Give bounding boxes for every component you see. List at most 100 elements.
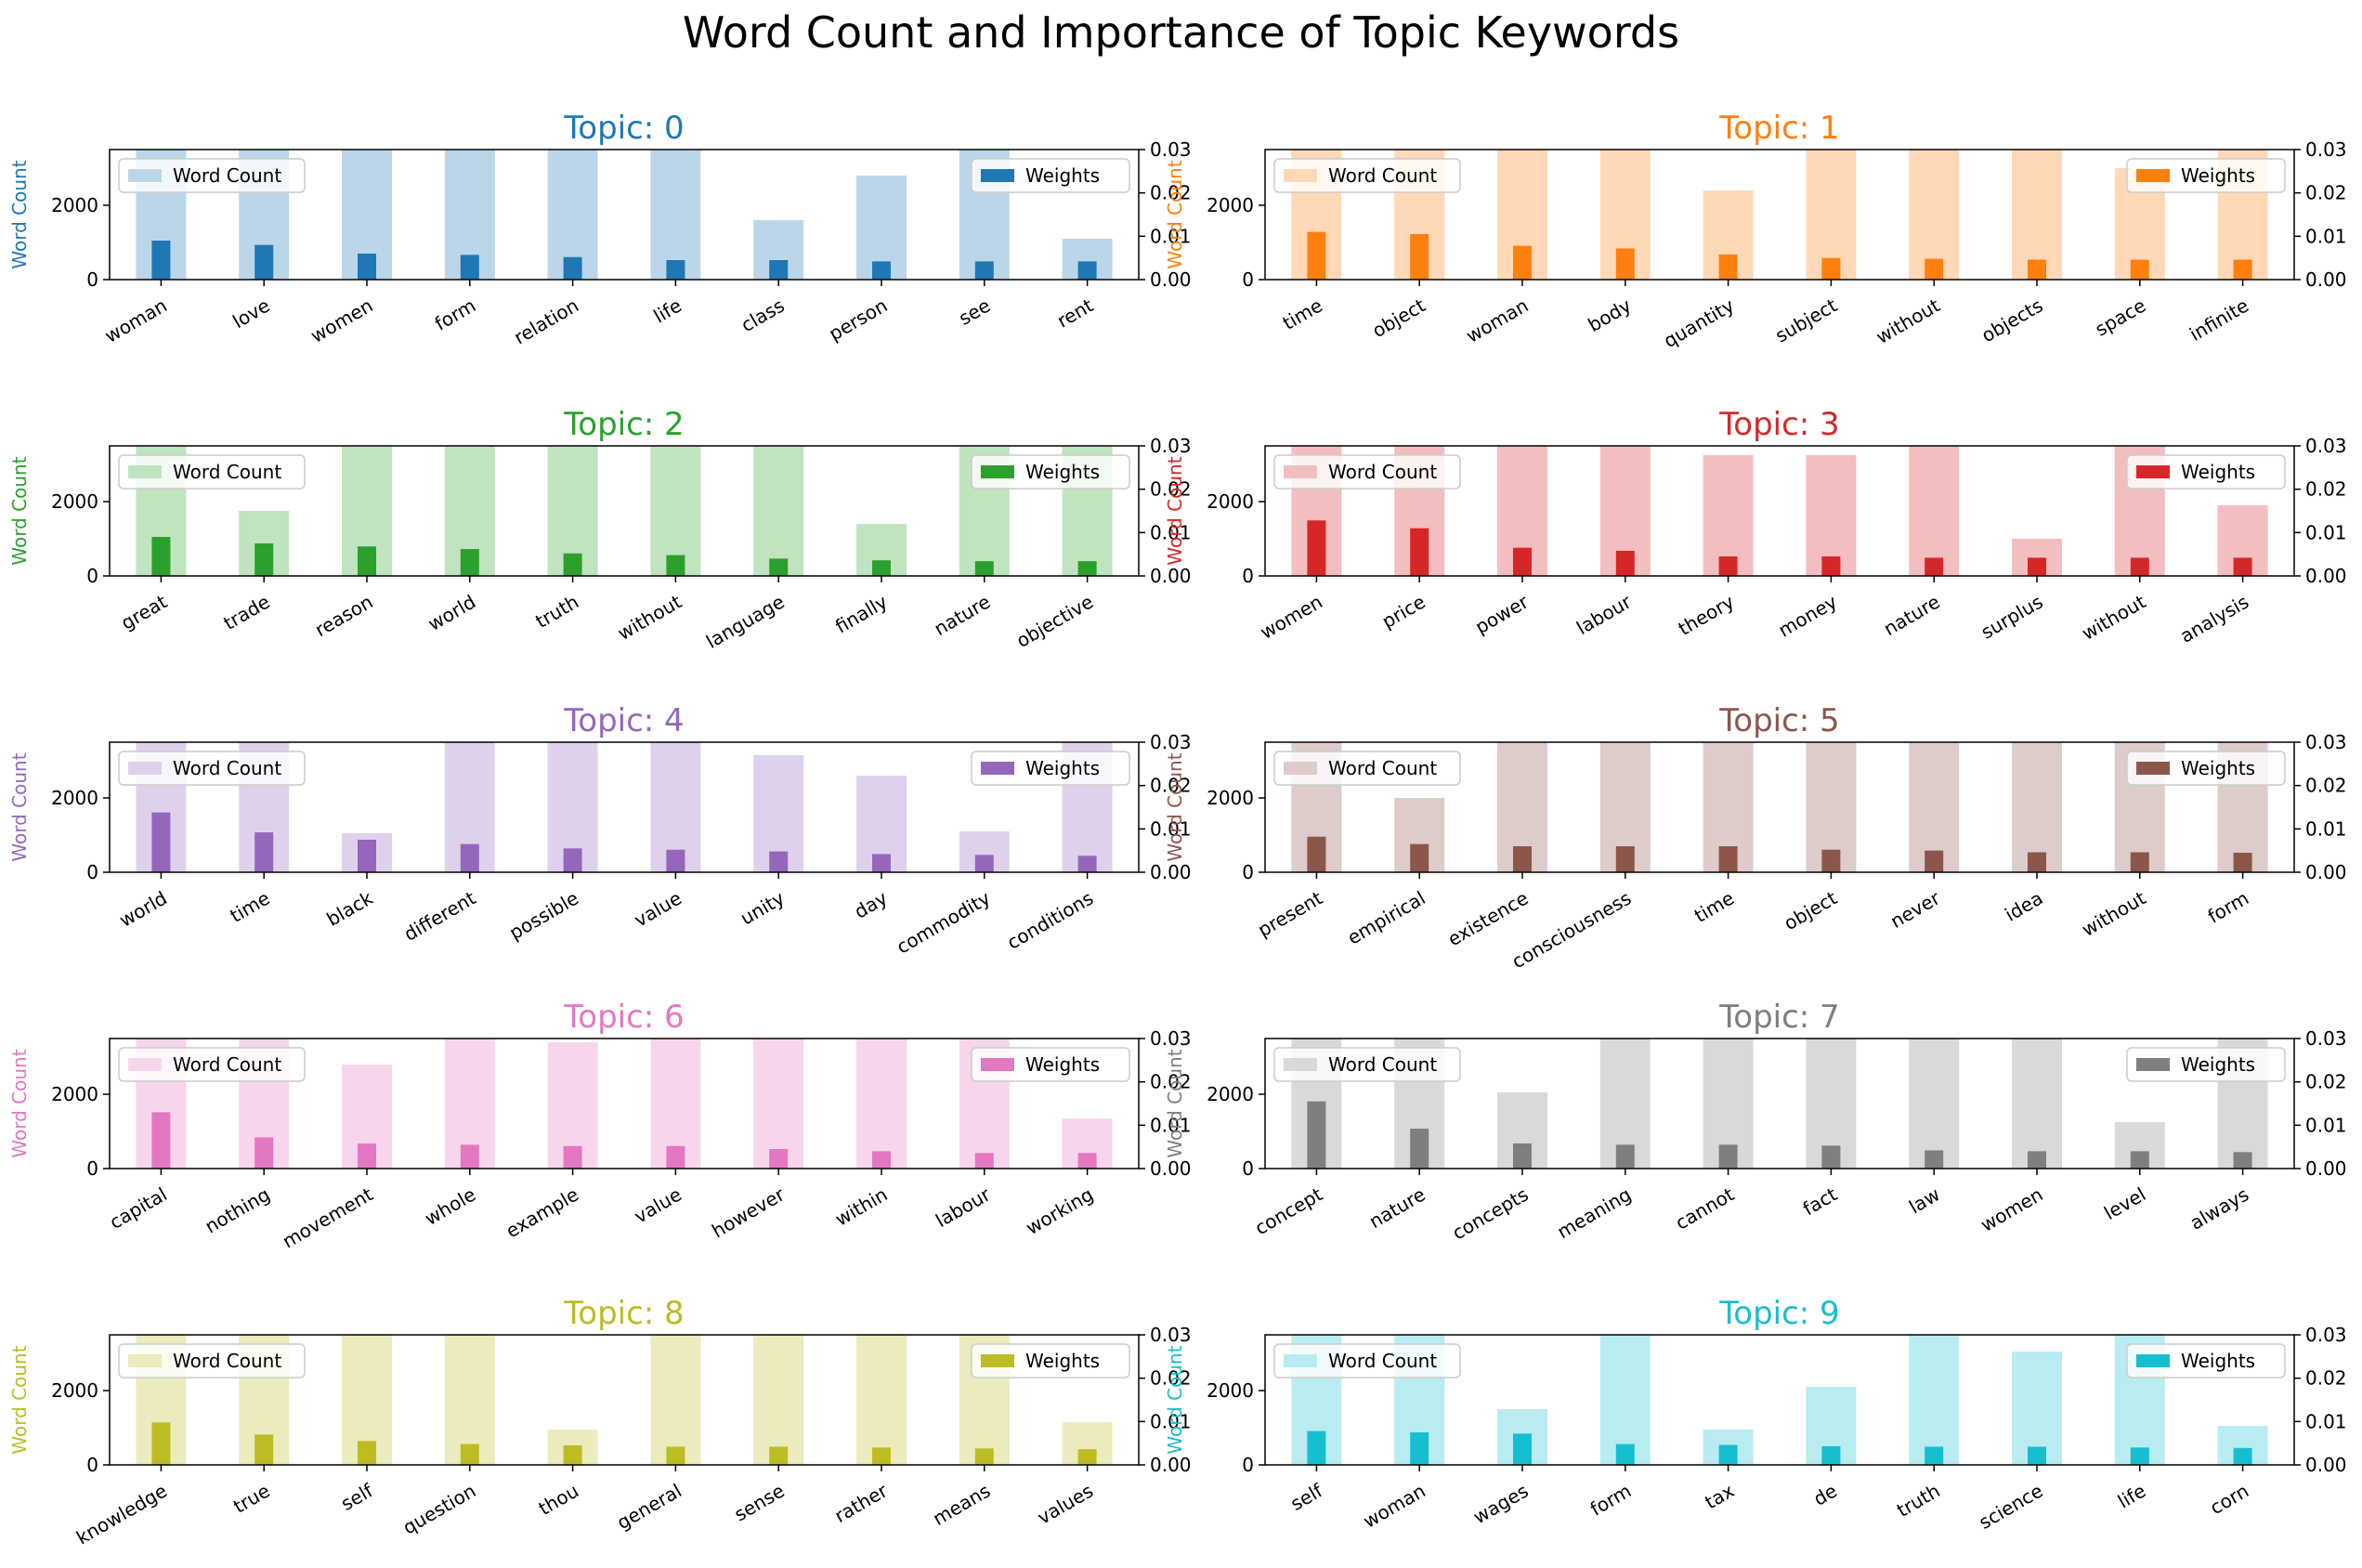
subplot-title: Topic: 0 [563, 110, 684, 147]
weight-bar [563, 1145, 582, 1169]
weight-bar [974, 1153, 994, 1169]
legend-box [118, 454, 306, 490]
weight-bar [769, 260, 789, 280]
y-axis-label: Word Count [8, 160, 31, 268]
x-tick-label: nature [1365, 1183, 1429, 1234]
count-bar [1703, 455, 1754, 576]
weight-bar [151, 537, 171, 576]
weight-bar [666, 555, 685, 576]
x-tick-label: thou [535, 1480, 582, 1521]
y-tick-label-right: 0.02 [2305, 1367, 2347, 1390]
subplot-title: Topic: 8 [563, 1295, 684, 1332]
y-tick-label-left: 2000 [1207, 490, 1254, 513]
y-tick-label-left: 0 [1242, 1157, 1254, 1180]
y-tick-label-right: 0.02 [1150, 1367, 1192, 1390]
weight-bar [563, 256, 582, 280]
x-tick-label: analysis [2176, 591, 2252, 647]
axes-frame [1264, 445, 2295, 577]
subplot-topic-0: Topic: 0 Word Count woman love women form rela… [8, 110, 1192, 348]
legend-box [2126, 1047, 2286, 1082]
weight-bar [1513, 846, 1532, 872]
legend-label: Word Count [1328, 757, 1437, 779]
axes-frame [1264, 741, 2295, 873]
weight-bar [2233, 853, 2252, 872]
x-tick-label: without [614, 590, 685, 644]
x-tick-label: question [398, 1480, 479, 1539]
x-tick-label: form [1586, 1480, 1635, 1521]
x-tick-label: women [1257, 591, 1326, 644]
legend-box [971, 751, 1130, 786]
subplot-topic-9: Topic: 9 Word Count self woman wages form tax d… [1164, 1295, 2347, 1534]
legend-swatch [1284, 169, 1317, 182]
x-tick-label: form [2204, 887, 2252, 928]
legend-box [2126, 158, 2286, 193]
legend-word-count: Word Count [118, 1343, 306, 1379]
subplot-topic-5: Topic: 5 Word Count present empirical existe… [1164, 702, 2347, 973]
x-tick-label: trade [220, 591, 274, 634]
legend-swatch [128, 465, 162, 478]
count-bar [1909, 150, 1960, 280]
weight-bar [460, 1444, 479, 1465]
y-tick-label-left: 2000 [1207, 787, 1254, 809]
weight-bar [1410, 528, 1429, 576]
x-tick-label: reason [311, 591, 377, 642]
weight-bar [151, 1112, 171, 1169]
y-tick-label-right: 0.03 [1150, 1027, 1192, 1050]
y-tick-label-right: 0.02 [1150, 1071, 1192, 1093]
weight-bar [2130, 1151, 2149, 1169]
legend-box [2126, 454, 2286, 490]
y-axis-label: Word Count [8, 1345, 31, 1454]
count-bar [753, 1335, 804, 1465]
subplot-topic-1: Topic: 1 Word Count time object woman body qua… [1164, 110, 2347, 352]
weight-bar [872, 1447, 891, 1465]
y-tick-label-left: 2000 [51, 1083, 98, 1105]
x-tick-label: body [1584, 294, 1635, 336]
y-tick-label-right: 0.01 [2305, 1410, 2347, 1432]
legend-box [1273, 158, 1461, 193]
weight-bar [1077, 561, 1097, 576]
x-tick-label: self [337, 1479, 377, 1515]
weight-bar [460, 843, 479, 872]
subplot-title: Topic: 1 [1718, 110, 1839, 147]
count-bar [1806, 455, 1857, 576]
weight-bar [151, 812, 171, 872]
x-tick-label: always [2186, 1183, 2252, 1235]
legend-box [118, 1343, 306, 1379]
legend-label: Weights [1025, 1053, 1100, 1076]
x-tick-label: objective [1012, 591, 1097, 652]
y-tick-label-right: 0.01 [2305, 521, 2347, 543]
y-tick-label-right: 0.03 [1150, 138, 1192, 161]
x-tick-label: value [631, 1183, 685, 1228]
weight-bar [1077, 1153, 1097, 1169]
legend-box [1273, 454, 1461, 490]
y-tick-label-right: 0.00 [1150, 565, 1192, 587]
x-tick-label: without [2078, 886, 2149, 940]
subplot-topic-7: Topic: 7 Word Count concept nature concepts m… [1164, 999, 2347, 1244]
legend-word-count: Word Count [1273, 454, 1461, 490]
legend-word-count: Word Count [1273, 751, 1461, 786]
legend-label: Word Count [1328, 461, 1437, 483]
weight-bar [1513, 547, 1532, 576]
y-tick-label-right: 0.02 [1150, 182, 1192, 204]
x-tick-label: different [400, 886, 480, 945]
subplot-title: Topic: 2 [563, 406, 684, 443]
legend-swatch [2136, 1058, 2170, 1071]
y-tick-label-right: 0.00 [2305, 861, 2347, 883]
weight-bar [666, 260, 685, 280]
legend-swatch [2136, 1354, 2170, 1367]
weight-bar [1410, 1432, 1429, 1465]
weight-bar [1077, 261, 1097, 280]
x-tick-label: cannot [1672, 1183, 1739, 1234]
weight-bar [1615, 846, 1635, 872]
x-tick-label: possible [505, 887, 582, 945]
y-axis-label: Word Count [1164, 1345, 1186, 1454]
x-tick-label: quantity [1660, 294, 1738, 352]
weight-bar [872, 261, 891, 280]
legend-swatch [1284, 1354, 1317, 1367]
x-tick-label: meaning [1553, 1183, 1635, 1244]
weight-bar [1410, 234, 1429, 280]
subplot-topic-2: Topic: 2 Word Count great trade reason world t… [8, 406, 1192, 653]
x-tick-label: concepts [1448, 1183, 1532, 1245]
x-tick-label: great [117, 590, 171, 634]
subplot-title: Topic: 3 [1718, 406, 1839, 443]
